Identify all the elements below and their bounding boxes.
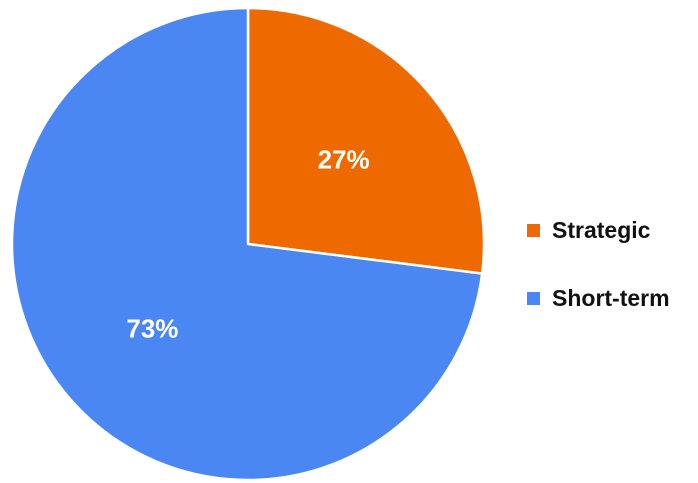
chart-legend: Strategic Short-term — [527, 216, 670, 312]
legend-label-short-term: Short-term — [552, 284, 670, 311]
slice-label-strategic: 27% — [318, 145, 370, 175]
legend-item-strategic: Strategic — [527, 216, 670, 244]
legend-item-short-term: Short-term — [527, 284, 670, 312]
pie-slice-short-term — [10, 6, 484, 482]
pie-slice-strategic — [246, 6, 486, 275]
slice-label-short-term: 73% — [126, 313, 178, 343]
legend-swatch-short-term — [527, 291, 540, 305]
legend-label-strategic: Strategic — [552, 216, 651, 243]
legend-swatch-strategic — [527, 223, 540, 237]
